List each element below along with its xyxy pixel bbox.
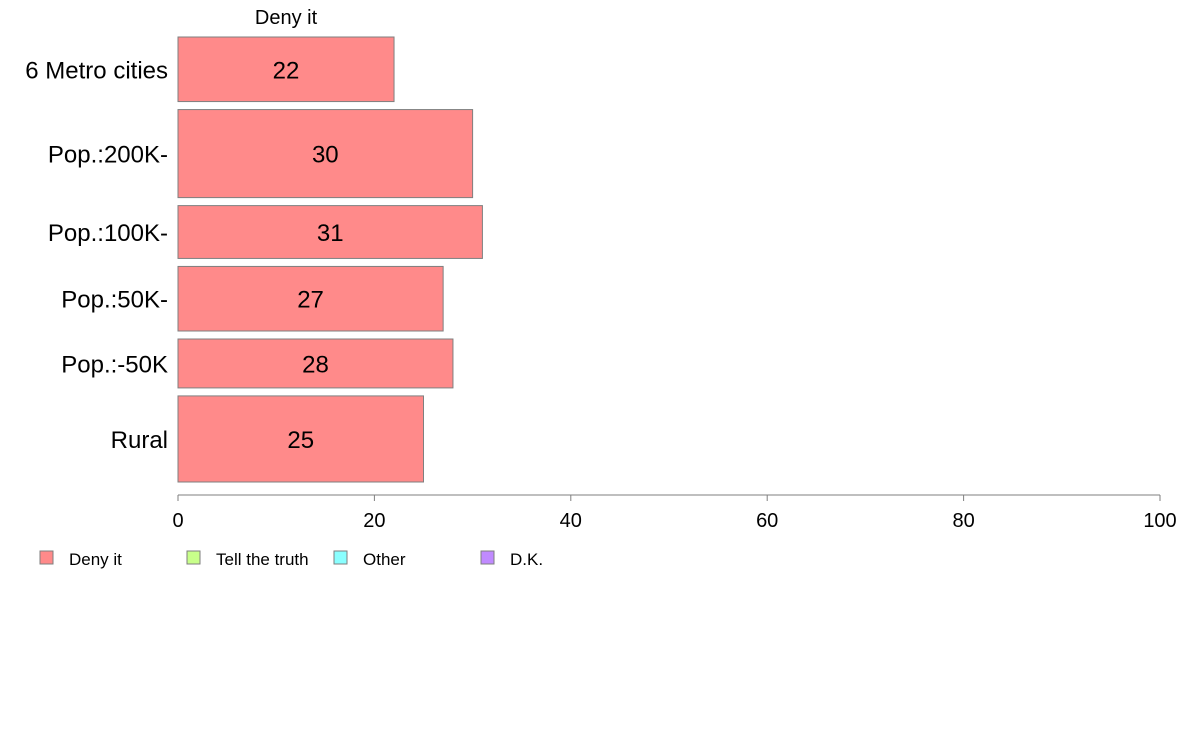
- x-tick-label: 100: [1143, 510, 1176, 532]
- x-tick-label: 40: [560, 510, 582, 532]
- data-label: 27: [297, 287, 324, 314]
- x-tick-label: 20: [363, 510, 385, 532]
- category-label: Pop.:100K-: [48, 220, 168, 247]
- series-label-top: Deny it: [255, 7, 318, 29]
- legend-swatch: [39, 550, 54, 565]
- category-label: Pop.:50K-: [61, 287, 168, 314]
- bar-segment: [177, 205, 483, 259]
- data-label: 28: [302, 351, 329, 378]
- legend-label: D.K.: [510, 550, 543, 569]
- legend-swatch: [480, 550, 495, 565]
- bar-segment: [177, 395, 424, 483]
- bar-segment: [177, 36, 395, 103]
- bars-group: 22 30 31 27 28 25: [177, 36, 483, 483]
- category-labels: 6 Metro cities Pop.:200K- Pop.:100K- Pop.:5…: [25, 57, 168, 454]
- data-label: 30: [312, 142, 339, 169]
- category-label: Pop.:-50K: [61, 351, 168, 378]
- category-label: 6 Metro cities: [25, 57, 168, 84]
- x-tick-label: 60: [756, 510, 778, 532]
- data-label: 31: [317, 220, 344, 247]
- legend: Deny it Tell the truth Other D.K.: [39, 550, 543, 569]
- data-label: 22: [273, 57, 300, 84]
- legend-swatch: [186, 550, 201, 565]
- legend-label: Deny it: [69, 550, 122, 569]
- x-axis: 0 20 40 60 80 100: [172, 494, 1177, 532]
- x-tick-label: 0: [172, 510, 183, 532]
- category-label: Rural: [111, 427, 168, 454]
- bar-segment: [177, 109, 474, 199]
- x-tick-label: 80: [952, 510, 974, 532]
- data-label: 25: [287, 427, 314, 454]
- category-label: Pop.:200K-: [48, 142, 168, 169]
- legend-label: Tell the truth: [216, 550, 309, 569]
- bar-segment: [177, 338, 454, 389]
- legend-swatch: [333, 550, 348, 565]
- legend-label: Other: [363, 550, 406, 569]
- bar-segment: [177, 265, 444, 332]
